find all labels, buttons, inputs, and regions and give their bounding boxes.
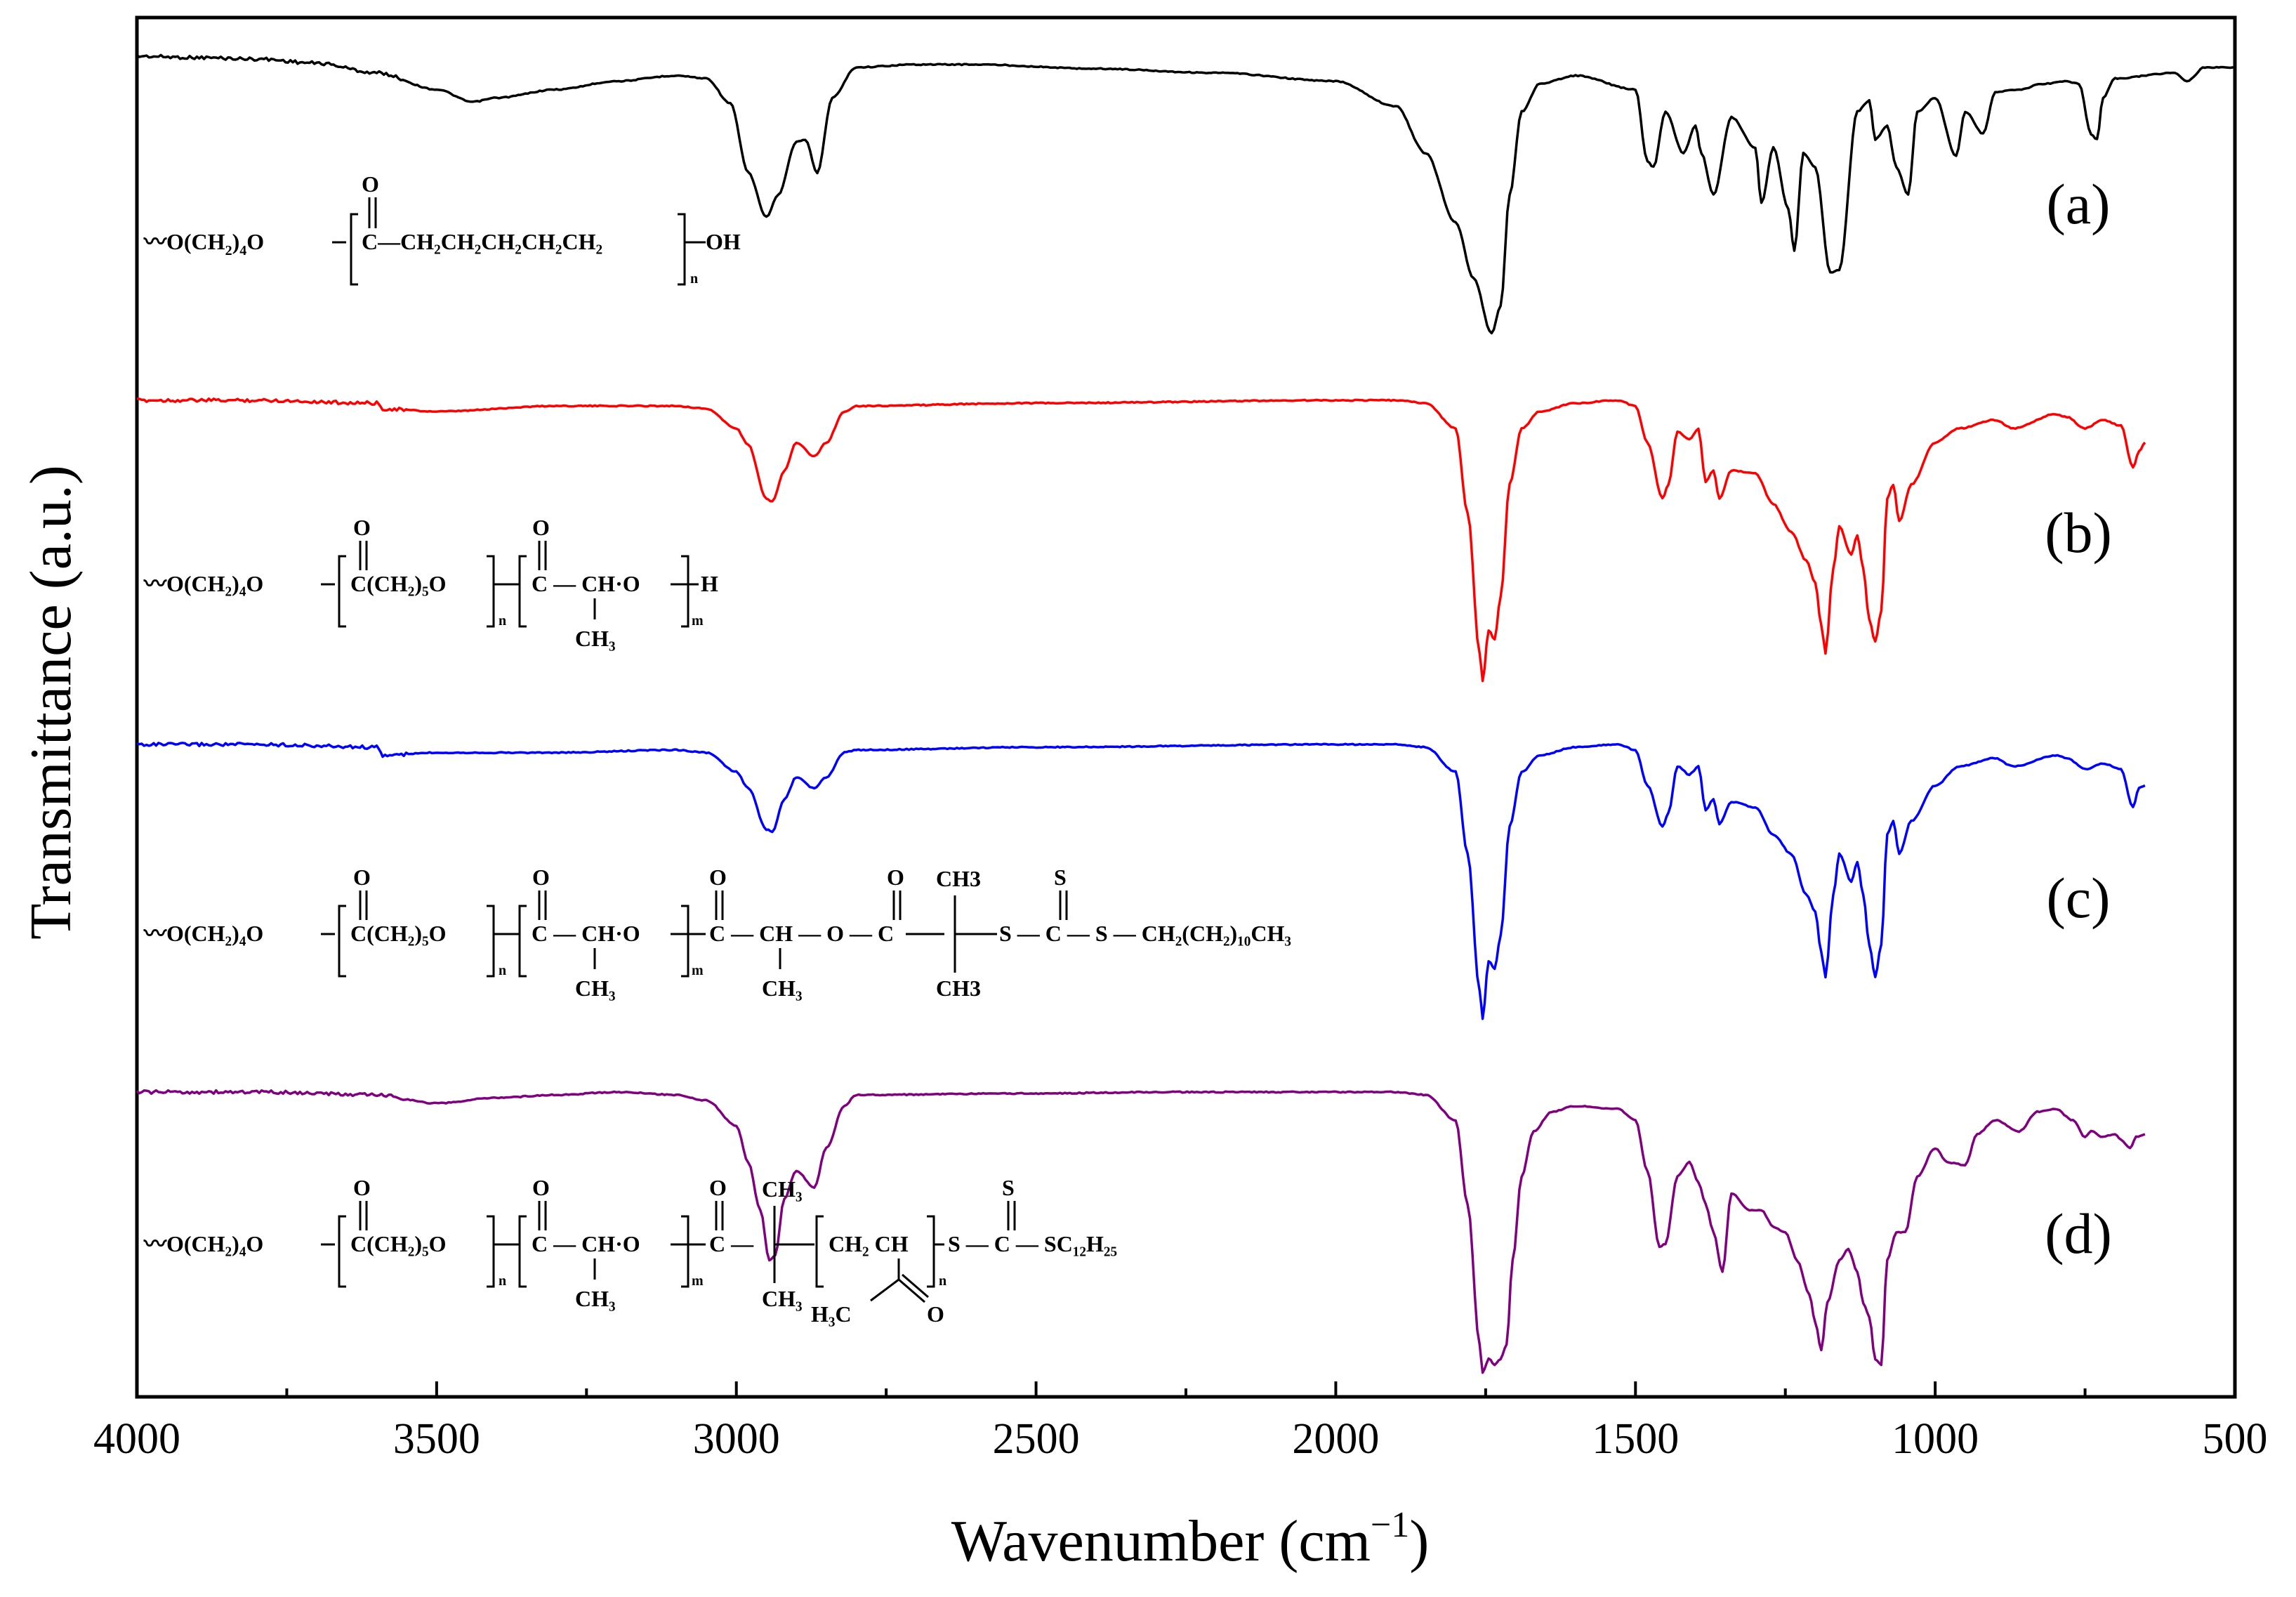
structure-b-unit2-o: O bbox=[532, 515, 550, 540]
y-axis-title: Transmittance (a.u.) bbox=[18, 465, 84, 940]
structure-c-unit1: C(CH₂)₅O bbox=[350, 921, 447, 946]
structure-c: 〰O(CH₂)₄O O C(CH₂)₅O n O C — CH·O CH₃ m … bbox=[143, 865, 1291, 1001]
x-tick-label-2500: 2500 bbox=[993, 1415, 1080, 1463]
structure-b-end: H bbox=[701, 571, 718, 596]
x-tick-label-3000: 3000 bbox=[693, 1415, 780, 1463]
structure-d-link: C — bbox=[709, 1231, 754, 1256]
series-line-c bbox=[136, 742, 2146, 1020]
structure-a: 〰O(CH2)4O O C—CH₂CH₂CH₂CH₂CH₂ n OH bbox=[143, 171, 741, 287]
structure-b-unit2-ch3: CH₃ bbox=[575, 626, 616, 651]
x-tick-label-1000: 1000 bbox=[1892, 1415, 1979, 1463]
structure-c-prefix: 〰O(CH₂)₄O bbox=[143, 921, 263, 946]
structure-d-m: m bbox=[692, 1273, 704, 1289]
x-tick-label-2000: 2000 bbox=[1292, 1415, 1379, 1463]
series-layer bbox=[136, 53, 2236, 1374]
structure-d-prefix: 〰O(CH₂)₄O bbox=[143, 1231, 263, 1256]
x-tick-label-4000: 4000 bbox=[93, 1415, 180, 1463]
plot-frame bbox=[135, 15, 2237, 1399]
structure-b-unit2: C — CH·O bbox=[532, 571, 640, 596]
structure-c-tail: S — C — S — CH₂(CH₂)₁₀CH₃ bbox=[999, 921, 1291, 946]
x-tick-label-3500: 3500 bbox=[393, 1415, 480, 1463]
series-label-c: (c) bbox=[2046, 866, 2110, 930]
structure-a-n: n bbox=[690, 271, 698, 287]
structure-b-unit1-o: O bbox=[353, 515, 371, 540]
structure-d-n2: n bbox=[939, 1273, 946, 1289]
series-label-b: (b) bbox=[2045, 501, 2112, 565]
structure-b-prefix: 〰O(CH₂)₄O bbox=[143, 571, 263, 596]
structure-d-n: n bbox=[499, 1273, 506, 1289]
structure-c-m: m bbox=[692, 963, 704, 978]
structure-c-link: C — CH — O — C bbox=[709, 921, 894, 946]
structure-b: 〰O(CH₂)₄O O C(CH₂)₅O n O C — CH·O CH₃ m … bbox=[143, 515, 718, 651]
structure-c-qc-bot: CH3 bbox=[936, 975, 981, 1001]
series-line-b bbox=[136, 397, 2146, 683]
structure-d: 〰O(CH₂)₄O O C(CH₂)₅O n O C — CH·O CH₃ m … bbox=[143, 1175, 1117, 1327]
structure-d-link-o: O bbox=[709, 1175, 727, 1200]
structure-b-unit1: C(CH₂)₅O bbox=[350, 571, 447, 596]
structure-d-unit3: CH₂ CH bbox=[829, 1231, 909, 1256]
structure-c-n: n bbox=[499, 963, 506, 978]
x-axis-ticks: 4000 3500 3000 2500 2000 1500 1000 500 bbox=[93, 1381, 2268, 1463]
structure-c-link-ch3: CH₃ bbox=[762, 975, 803, 1001]
structure-a-end: OH bbox=[706, 229, 741, 254]
structure-d-unit2-o: O bbox=[532, 1175, 550, 1200]
structure-b-m: m bbox=[692, 613, 704, 629]
structure-a-chain: C—CH₂CH₂CH₂CH₂CH₂ bbox=[362, 229, 602, 254]
structure-d-thio-s: S bbox=[1002, 1175, 1015, 1200]
structure-c-unit2-o: O bbox=[532, 865, 550, 890]
structure-b-n: n bbox=[499, 613, 506, 629]
structure-c-unit2-ch3: CH₃ bbox=[575, 975, 616, 1001]
series-label-a: (a) bbox=[2046, 172, 2110, 236]
x-tick-label-500: 500 bbox=[2203, 1415, 2268, 1463]
series-line-a bbox=[136, 53, 2236, 335]
series-line-d bbox=[136, 1089, 2146, 1374]
structure-c-thio-s: S bbox=[1054, 865, 1067, 890]
structure-d-unit2: C — CH·O bbox=[532, 1231, 640, 1256]
x-axis-title: Wavenumber (cm−1) bbox=[951, 1505, 1430, 1574]
structure-d-unit2-ch3: CH₃ bbox=[575, 1286, 616, 1311]
structure-d-unit1: C(CH₂)₅O bbox=[350, 1231, 447, 1256]
x-tick-label-1500: 1500 bbox=[1592, 1415, 1679, 1463]
structure-d-acetyl-o: O bbox=[927, 1301, 944, 1327]
structure-c-qc-top: CH3 bbox=[936, 866, 981, 891]
structure-d-tail: S — C — SC₁₂H₂₅ bbox=[948, 1231, 1117, 1256]
structure-d-unit1-o: O bbox=[353, 1175, 371, 1200]
structure-d-acetyl: H₃C bbox=[811, 1301, 852, 1327]
series-label-d: (d) bbox=[2045, 1202, 2112, 1266]
structure-c-link-o2: O bbox=[887, 865, 904, 890]
structure-c-unit2: C — CH·O bbox=[532, 921, 640, 946]
structure-d-qc-top: CH₃ bbox=[762, 1176, 803, 1202]
structure-c-unit1-o: O bbox=[353, 865, 371, 890]
structure-a-prefix: 〰O(CH2)4O bbox=[143, 229, 264, 258]
structure-c-link-o1: O bbox=[709, 865, 727, 890]
structure-d-qc-bot: CH₃ bbox=[762, 1286, 803, 1311]
structure-a-carbonyl-o: O bbox=[362, 171, 379, 197]
